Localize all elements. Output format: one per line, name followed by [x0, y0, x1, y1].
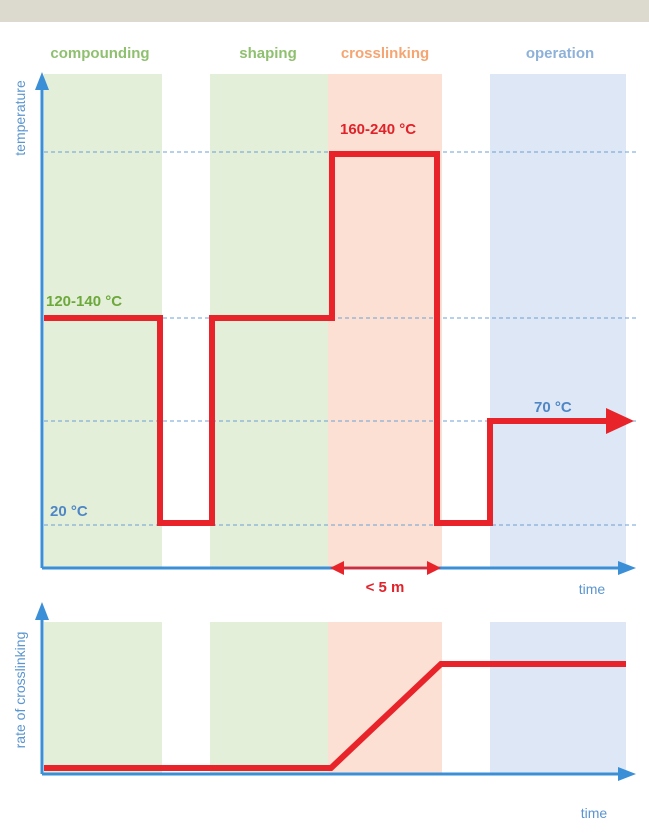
label-compounding-temperature: 120-140 °C — [46, 293, 122, 310]
rate-axis-arrowhead — [35, 602, 49, 620]
rate-axis-label: rate of crosslinking — [12, 632, 28, 749]
phase-title-operation: operation — [526, 45, 594, 62]
temperature-axis-label: temperature — [12, 80, 28, 156]
bottom-phase-backgrounds — [44, 622, 626, 774]
label-cure-temperature: 160-240 °C — [340, 121, 416, 138]
crosslinking-duration-label: < 5 m — [366, 579, 405, 596]
duration-arrowhead-right — [427, 561, 441, 575]
phase-title-compounding: compounding — [50, 45, 149, 62]
temperature-axis-arrowhead — [35, 72, 49, 90]
temperature-profile-line — [44, 151, 610, 526]
phase-background-crosslinking — [328, 74, 442, 568]
phase-background-compounding-bottom — [44, 622, 162, 774]
label-room-temperature: 20 °C — [50, 503, 88, 520]
top-time-axis-arrowhead — [618, 561, 636, 575]
phase-titles: compounding shaping crosslinking operati… — [50, 45, 594, 62]
label-operation-temperature: 70 °C — [534, 399, 572, 416]
phase-background-crosslinking-bottom — [328, 622, 442, 774]
bottom-time-axis-label: time — [581, 805, 608, 821]
crosslinking-rate-line — [44, 661, 626, 771]
phase-background-operation-bottom — [490, 622, 626, 774]
phase-title-crosslinking: crosslinking — [341, 45, 429, 62]
temperature-profile-arrowhead — [606, 408, 634, 434]
phase-title-shaping: shaping — [239, 45, 297, 62]
top-border-band — [0, 0, 649, 22]
top-time-axis-label: time — [579, 581, 606, 597]
phase-background-shaping-bottom — [210, 622, 328, 774]
crosslinking-duration-marker — [330, 561, 441, 575]
bottom-time-axis-arrowhead — [618, 767, 636, 781]
bottom-panel-axes — [35, 602, 636, 781]
phase-background-operation — [490, 74, 626, 568]
duration-arrowhead-left — [330, 561, 344, 575]
